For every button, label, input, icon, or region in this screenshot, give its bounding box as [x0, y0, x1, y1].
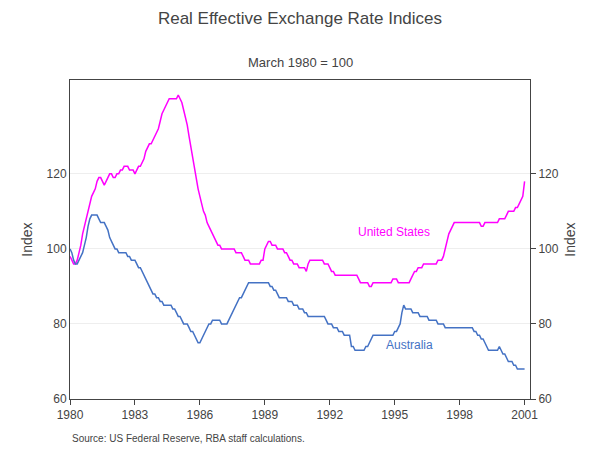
svg-text:Australia: Australia: [386, 338, 433, 352]
svg-text:120: 120: [538, 167, 558, 181]
svg-text:Index: Index: [562, 222, 578, 256]
svg-text:1980: 1980: [57, 408, 84, 422]
svg-text:60: 60: [53, 392, 67, 406]
svg-text:1995: 1995: [381, 408, 408, 422]
svg-text:1998: 1998: [446, 408, 473, 422]
svg-text:1986: 1986: [187, 408, 214, 422]
svg-text:80: 80: [53, 317, 67, 331]
svg-text:60: 60: [538, 392, 552, 406]
svg-text:Real Effective Exchange Rate I: Real Effective Exchange Rate Indices: [158, 9, 442, 28]
svg-text:80: 80: [538, 317, 552, 331]
svg-text:1989: 1989: [251, 408, 278, 422]
svg-text:100: 100: [47, 242, 67, 256]
svg-text:United States: United States: [358, 225, 430, 239]
svg-text:March 1980 = 100: March 1980 = 100: [248, 55, 353, 70]
svg-text:Index: Index: [19, 222, 35, 256]
svg-text:2001: 2001: [511, 408, 538, 422]
svg-text:1983: 1983: [122, 408, 149, 422]
svg-text:Source: US Federal Reserve, RB: Source: US Federal Reserve, RBA staff ca…: [72, 433, 305, 444]
svg-text:100: 100: [538, 242, 558, 256]
svg-text:1992: 1992: [316, 408, 343, 422]
svg-text:120: 120: [47, 167, 67, 181]
